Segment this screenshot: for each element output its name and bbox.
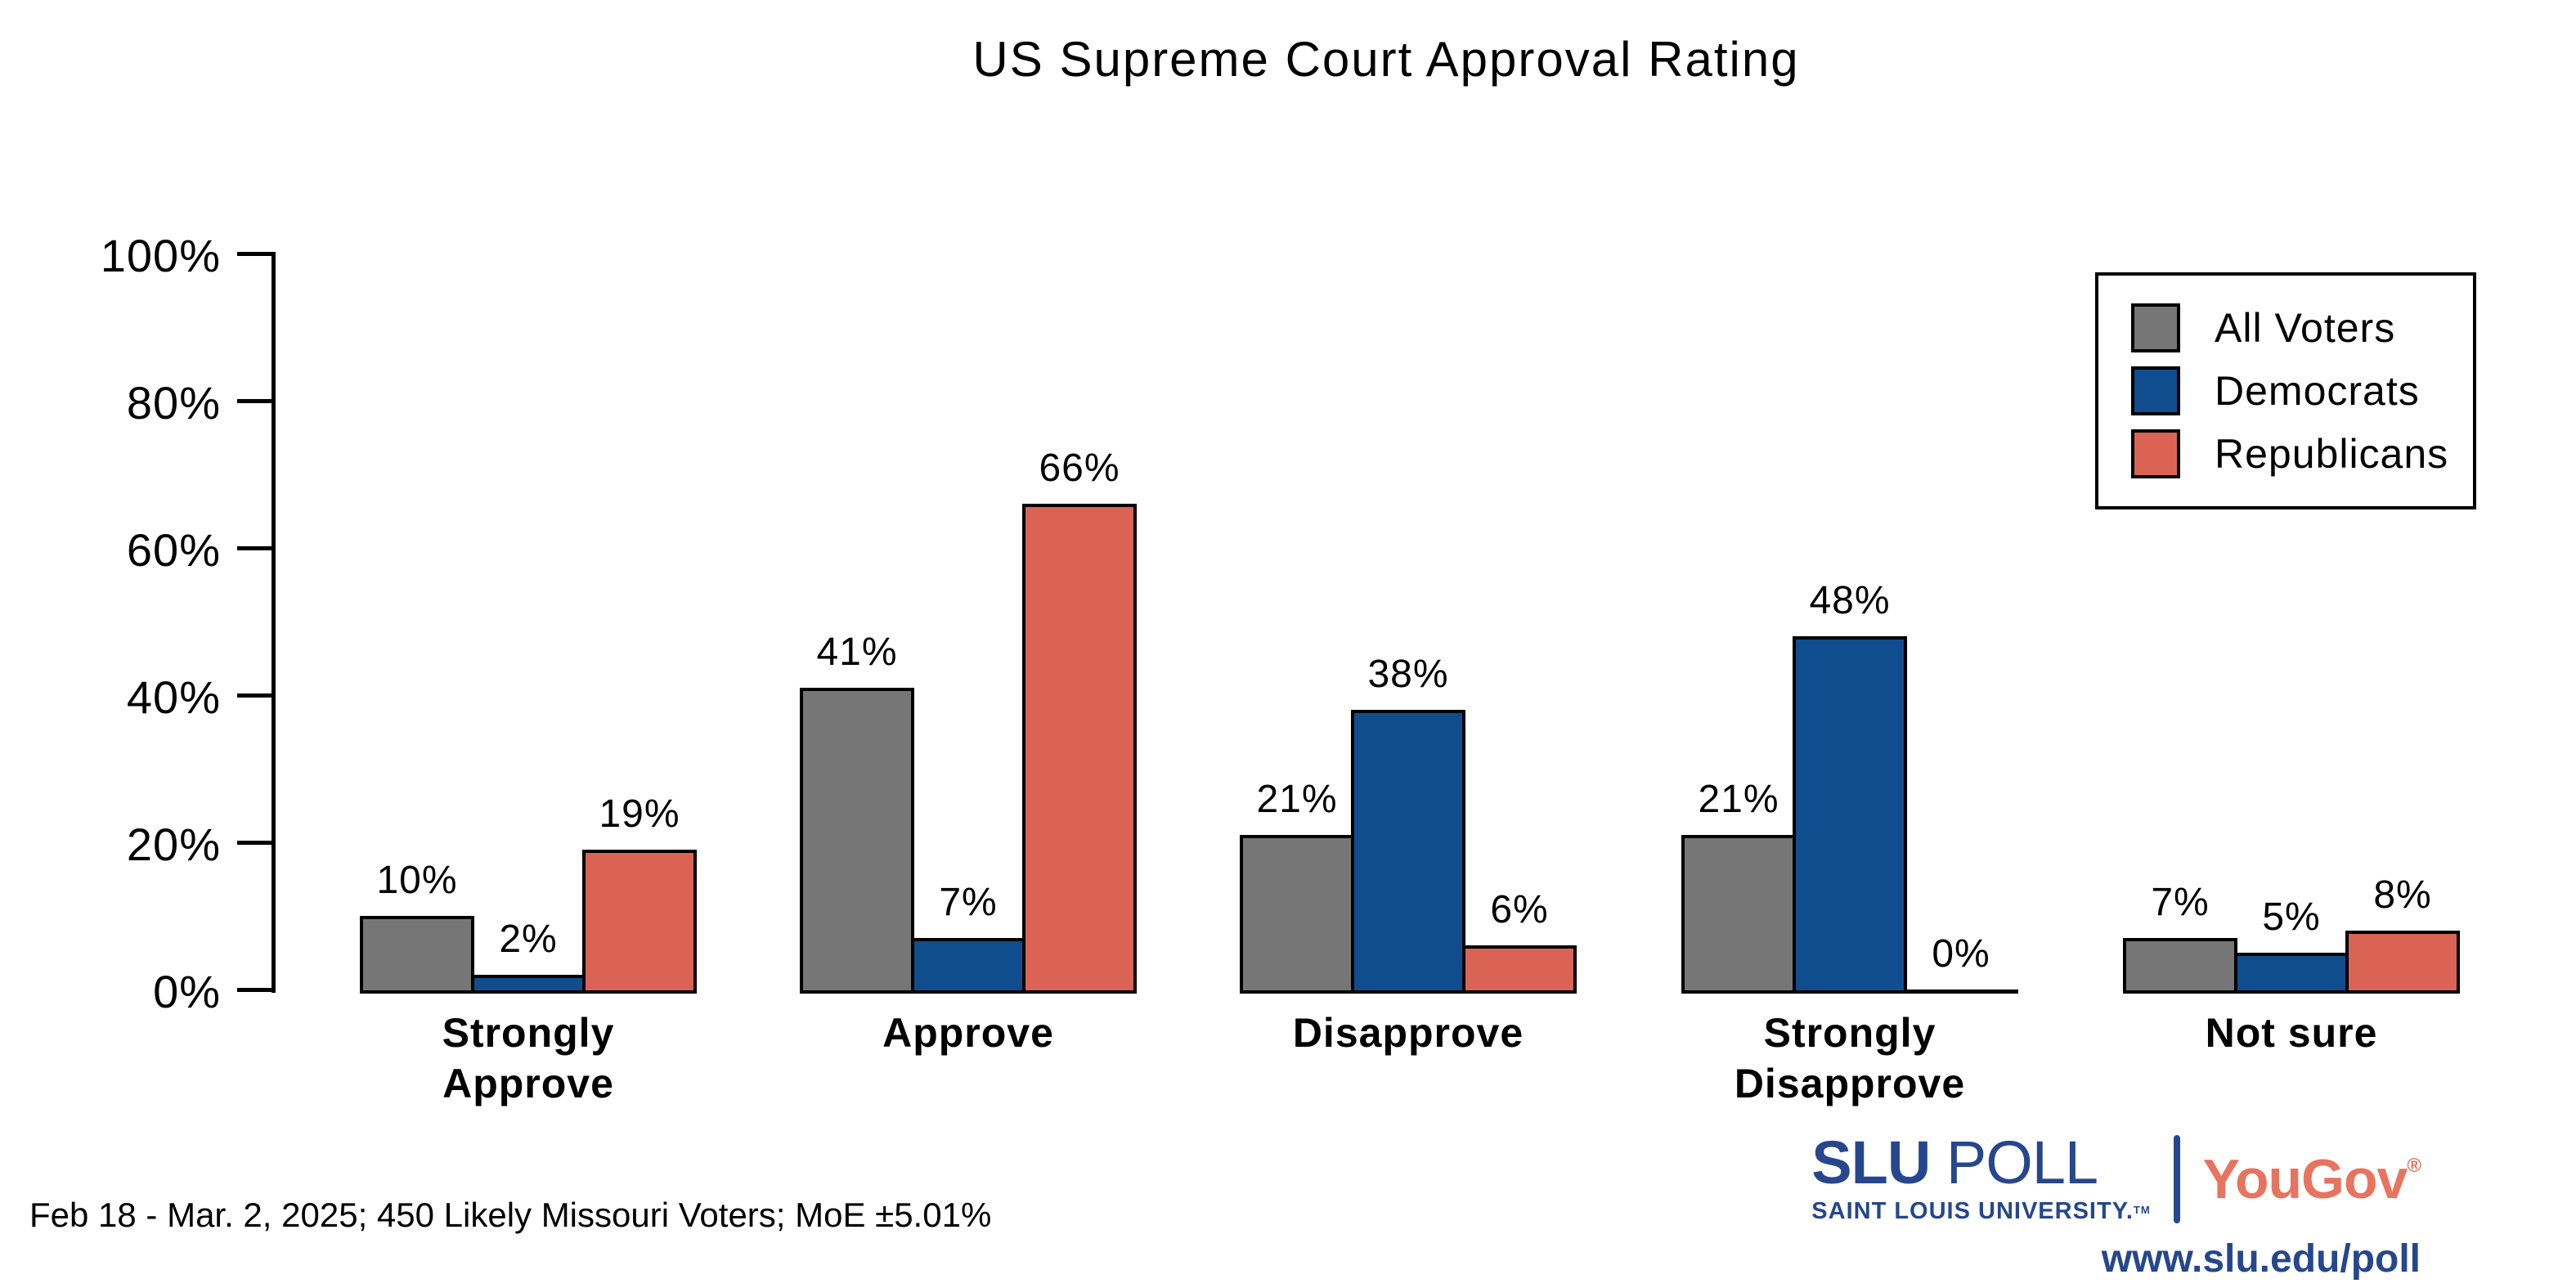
category-label-not-sure: Not sure [2205,1010,2378,1056]
y-axis-tick-100- [237,252,273,256]
legend-item-republicans: Republicans [2131,429,2473,478]
bar-value-label-all-voters-disapprove: 21% [1256,778,1338,821]
legend-label-democrats: Democrats [2215,368,2420,414]
bar-all-voters-not-sure [2123,938,2237,994]
yougov-logo: YouGov® [2202,1147,2421,1210]
poll-url: www.slu.edu/poll [2101,1237,2421,1281]
bar-group-disapprove: 21% 38% 6% [1240,254,1577,994]
y-axis-label-40-: 40% [126,671,221,723]
bar-democrats-strongly-disapprove [1793,636,1907,994]
bar-value-label-democrats-approve: 7% [939,881,998,924]
chart-title: US Supreme Court Approval Rating [972,32,1800,87]
bar-value-label-democrats-strongly-approve: 2% [499,918,558,961]
poll-logo-text: POLL [1930,1129,2098,1196]
legend-swatch-democrats [2131,366,2180,415]
slu-poll-logo: SLU POLL SAINT LOUIS UNIVERSITY.TM [1811,1133,2150,1225]
bar-democrats-disapprove [1351,710,1465,994]
y-axis-tick-40- [237,693,273,698]
footer-note: Feb 18 - Mar. 2, 2025; 450 Likely Missou… [29,1196,992,1234]
y-axis-label-60-: 60% [126,524,221,576]
bar-republicans-not-sure [2345,931,2460,994]
legend-label-all-voters: All Voters [2215,305,2396,351]
bar-group-not-sure: 7% 5% 8% [2123,254,2460,994]
bar-value-label-all-voters-strongly-disapprove: 21% [1698,778,1779,821]
bar-value-label-republicans-disapprove: 6% [1490,888,1549,931]
bar-group-approve: 41% 7% 66% [800,254,1137,994]
bar-democrats-not-sure [2234,953,2349,994]
legend: All Voters Democrats Republicans [2095,272,2476,509]
y-axis-tick-0- [237,988,273,992]
category-label-strongly-approve: Strongly Approve [442,1010,615,1106]
legend-item-all-voters: All Voters [2131,303,2473,352]
bar-democrats-strongly-approve [471,975,586,994]
slu-logo-text: SLU [1811,1129,1931,1196]
bar-group-strongly-approve: 10% 2% 19% [360,254,697,994]
bar-democrats-approve [911,938,1025,994]
y-axis-label-80-: 80% [126,377,221,429]
legend-swatch-all-voters [2131,303,2180,352]
bar-republicans-strongly-approve [582,850,697,994]
branding-block: SLU POLL SAINT LOUIS UNIVERSITY.TM YouGo… [1811,1133,2421,1281]
logo-separator-bar [2173,1134,2180,1223]
bar-republicans-disapprove [1462,945,1577,994]
trademark-symbol: TM [2133,1204,2151,1216]
legend-swatch-republicans [2131,429,2180,478]
slu-subtitle-text: SAINT LOUIS UNIVERSITY. [1811,1198,2134,1224]
bar-value-label-republicans-approve: 66% [1039,447,1120,490]
category-label-approve: Approve [882,1010,1054,1056]
bar-all-voters-strongly-approve [360,916,474,994]
bar-value-label-democrats-strongly-disapprove: 48% [1809,579,1891,622]
y-axis-label-0-: 0% [153,966,221,1017]
bar-value-label-all-voters-approve: 41% [816,631,898,674]
bar-value-label-all-voters-strongly-approve: 10% [376,859,458,902]
legend-label-republicans: Republicans [2215,431,2449,477]
y-axis-line [272,252,276,993]
y-axis-label-20-: 20% [126,819,221,870]
y-axis-tick-60- [237,546,273,550]
bar-value-label-republicans-strongly-approve: 19% [599,792,680,836]
legend-item-democrats: Democrats [2131,366,2473,415]
bar-republicans-approve [1022,504,1137,994]
bar-value-label-all-voters-not-sure: 7% [2151,881,2210,924]
category-label-strongly-disapprove: Strongly Disapprove [1734,1010,1966,1106]
y-axis-tick-20- [237,841,273,845]
bar-all-voters-strongly-disapprove [1681,835,1796,994]
bar-value-label-democrats-not-sure: 5% [2262,895,2321,939]
y-axis-tick-80- [237,399,273,403]
bar-value-label-democrats-disapprove: 38% [1367,653,1449,696]
y-axis-label-100-: 100% [100,230,221,281]
bar-all-voters-approve [800,688,914,994]
category-label-disapprove: Disapprove [1292,1010,1524,1056]
bar-value-label-republicans-not-sure: 8% [2373,873,2432,917]
registered-symbol: ® [2407,1154,2421,1177]
bar-value-label-republicans-strongly-disapprove: 0% [1932,932,1990,976]
bar-group-strongly-disapprove: 21% 48% 0% [1681,254,2018,994]
bar-all-voters-disapprove [1240,835,1354,994]
